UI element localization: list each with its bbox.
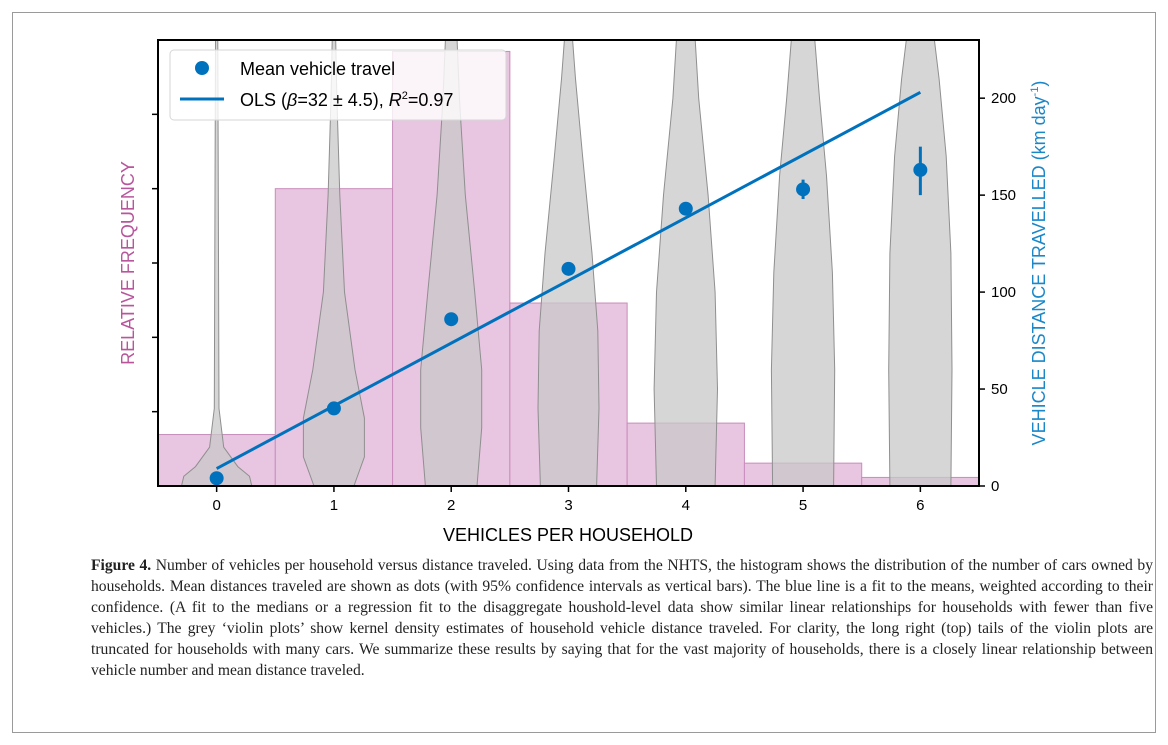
y-right-tick-label-0: 0	[991, 478, 999, 495]
legend-fit-r: R	[389, 90, 402, 110]
y-axis-right-label-close: )	[1029, 81, 1049, 87]
legend-box	[169, 49, 507, 121]
mean-point-2	[444, 312, 459, 327]
legend-fit-beta: β	[286, 90, 297, 110]
figure-frame	[12, 12, 1156, 733]
chart: 0 1 2 3 4 5 6 0 50 100 150 200 VEHICLES PER HOUSEHO…	[118, 39, 1049, 545]
x-axis-label: VEHICLES PER HOUSEHOLD	[443, 525, 693, 545]
y-axis-left-label: RELATIVE FREQUENCY	[118, 161, 138, 365]
violin-4	[653, 40, 719, 486]
violin-6	[888, 40, 953, 486]
mean-point-3	[561, 261, 576, 276]
legend-fit-r-val: =0.97	[408, 90, 454, 110]
legend-fit-beta-val: =32 ± 4.5),	[297, 90, 388, 110]
legend-fit-prefix: OLS (	[240, 90, 287, 110]
legend-fit-r-sup: 2	[402, 90, 408, 102]
y-axis-right-label-sup: -1	[1029, 87, 1041, 97]
y-axis-right-label: VEHICLE DISTANCE TRAVELLED (km day-1)	[1029, 81, 1049, 446]
y-right-tick-label-100: 100	[991, 284, 1016, 301]
mean-point-4	[678, 201, 693, 216]
legend-label-fit: OLS (β=32 ± 4.5), R2=0.97	[240, 90, 453, 110]
y-right-tick-label-200: 200	[991, 90, 1016, 107]
x-tick-label-4: 4	[682, 497, 690, 514]
figure-caption: Figure 4. Number of vehicles per househo…	[91, 555, 1153, 681]
caption-text: Number of vehicles per household versus …	[91, 557, 1154, 679]
legend-label-means: Mean vehicle travel	[240, 59, 395, 79]
mean-point-6	[913, 162, 928, 177]
y-axis-right-label-main: VEHICLE DISTANCE TRAVELLED (km day	[1029, 96, 1049, 445]
violin-1	[302, 40, 365, 486]
legend-marker-means	[195, 61, 209, 75]
x-tick-label-1: 1	[330, 497, 338, 514]
x-tick-label-3: 3	[564, 497, 572, 514]
y-right-tick-label-50: 50	[991, 381, 1008, 398]
mean-point-1	[326, 401, 341, 416]
y-right-tick-label-150: 150	[991, 187, 1016, 204]
violin-3	[537, 40, 600, 486]
violin-2	[420, 40, 483, 486]
x-tick-label-5: 5	[799, 497, 807, 514]
violin-5	[770, 40, 836, 486]
legend: Mean vehicle travel OLS (β=32 ± 4.5), R2…	[169, 49, 507, 121]
x-tick-label-6: 6	[916, 497, 924, 514]
x-tick-label-2: 2	[447, 497, 455, 514]
caption-label: Figure 4.	[91, 557, 152, 574]
x-tick-label-0: 0	[212, 497, 220, 514]
mean-point-0	[209, 471, 224, 486]
mean-point-5	[796, 182, 811, 197]
